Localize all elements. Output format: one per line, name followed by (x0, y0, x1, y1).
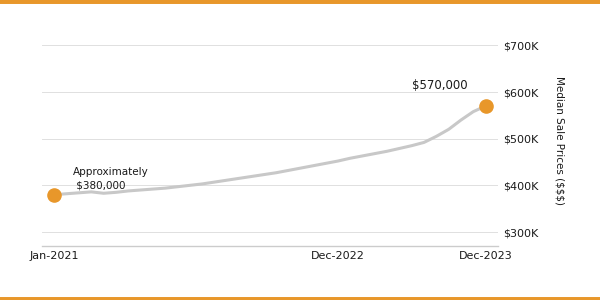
Text: Approximately: Approximately (73, 167, 149, 177)
Text: $570,000: $570,000 (412, 79, 467, 92)
Point (50, 192, 59, 197)
Y-axis label: Median Sale Prices ($$$): Median Sale Prices ($$$) (555, 76, 565, 206)
Text: $380,000: $380,000 (73, 181, 125, 191)
Point (481, 103, 490, 108)
